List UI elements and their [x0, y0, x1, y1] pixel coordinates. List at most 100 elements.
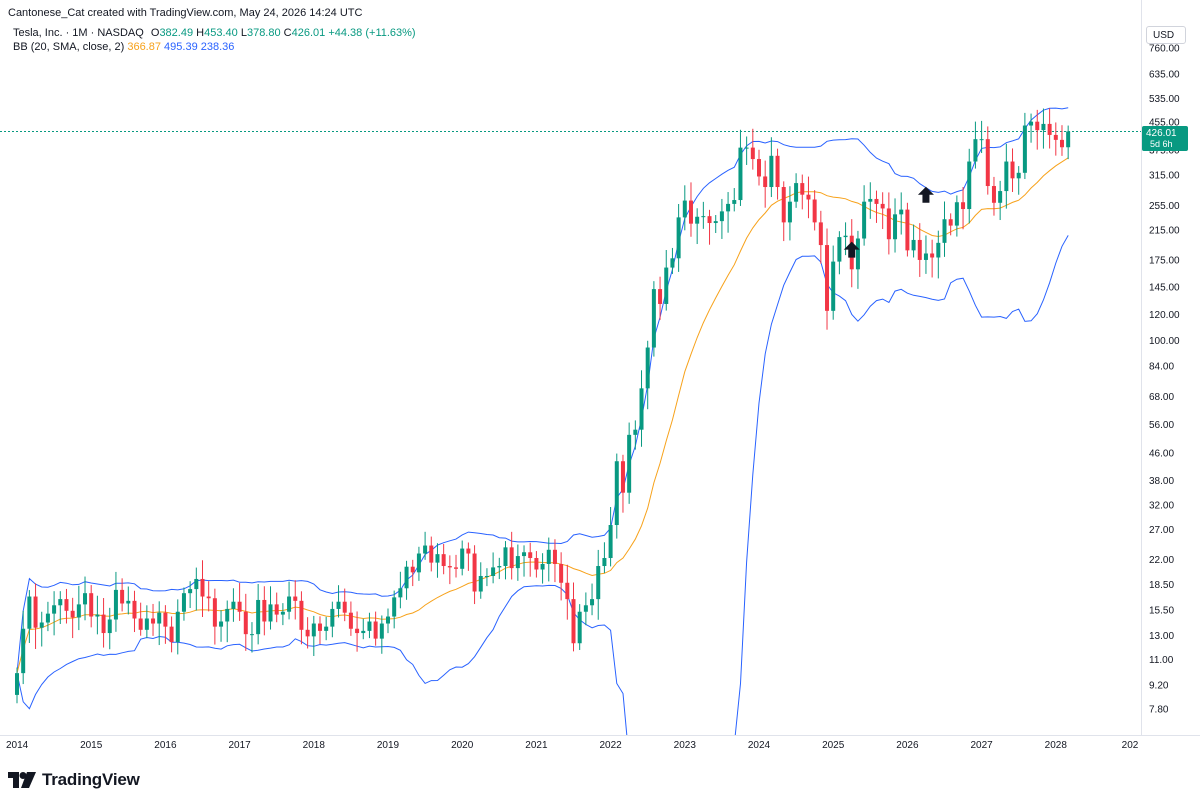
candle	[355, 611, 360, 652]
candle	[1004, 143, 1009, 209]
candle	[497, 557, 502, 580]
candle	[231, 588, 236, 622]
candle-body	[923, 253, 928, 260]
y-tick-label: 22.00	[1149, 555, 1174, 566]
candle	[899, 192, 904, 235]
candle	[509, 531, 514, 580]
candle-body	[491, 567, 496, 576]
candle	[206, 581, 211, 612]
tradingview-logo[interactable]: TradingView	[8, 769, 140, 791]
high-label: H	[196, 27, 205, 39]
candle-body	[979, 139, 984, 141]
candle-body	[169, 626, 174, 643]
candle-body	[293, 596, 298, 601]
candle	[552, 539, 557, 583]
candle	[1066, 125, 1071, 160]
candle	[107, 607, 112, 650]
candle-body	[713, 221, 718, 224]
candle	[460, 540, 465, 576]
candle-body	[973, 139, 978, 162]
candle	[175, 599, 180, 655]
candle	[219, 610, 224, 642]
candle-body	[52, 605, 57, 614]
x-tick-label: 2025	[822, 740, 845, 751]
candle-body	[651, 289, 656, 348]
candle-body	[410, 566, 415, 573]
candle	[398, 571, 403, 609]
candle	[33, 583, 38, 649]
candle	[324, 616, 329, 641]
candle-body	[299, 600, 304, 630]
candle-body	[1053, 134, 1058, 140]
close-label: C	[283, 27, 292, 39]
candle	[732, 188, 737, 212]
candle-body	[268, 604, 273, 622]
candle	[410, 559, 415, 587]
candle	[713, 215, 718, 233]
candle-body	[880, 203, 885, 209]
candle-body	[157, 612, 162, 624]
candle-body	[812, 199, 817, 223]
candle	[775, 148, 780, 200]
candle-body	[126, 600, 131, 604]
candle	[21, 610, 26, 685]
candle-body	[831, 261, 836, 311]
candle	[416, 546, 421, 581]
candle-body	[750, 147, 755, 160]
candle	[299, 591, 304, 645]
candle-body	[113, 589, 118, 620]
symbol-name[interactable]: Tesla, Inc. · 1M · NASDAQ	[13, 27, 144, 39]
y-tick-label: 27.00	[1149, 525, 1174, 536]
candle	[744, 136, 749, 165]
candle	[163, 605, 168, 644]
candle-body	[522, 552, 527, 557]
candle-body	[534, 558, 539, 570]
candle-body	[274, 604, 279, 615]
candle	[126, 586, 131, 615]
candle-body	[101, 614, 106, 634]
candle-body	[627, 434, 632, 493]
currency-button[interactable]: USD	[1146, 26, 1186, 44]
candle-body	[658, 289, 663, 304]
candle-body	[905, 209, 910, 251]
candle	[89, 585, 94, 628]
candle-body	[862, 201, 867, 239]
x-tick-label: 2014	[6, 740, 29, 751]
candle-body	[738, 147, 743, 201]
tradingview-logo-icon	[8, 772, 36, 788]
candle-body	[423, 545, 428, 554]
candle-body	[175, 611, 180, 643]
candle-body	[719, 211, 724, 222]
candle	[893, 198, 898, 253]
arrow-up-icon	[917, 186, 934, 203]
chart-credit: Cantonese_Cat created with TradingView.c…	[8, 7, 363, 19]
candle-body	[757, 159, 761, 177]
last-price-tag-bg	[1142, 126, 1188, 151]
candle	[905, 202, 910, 257]
candle	[237, 583, 242, 621]
candle-body	[379, 623, 384, 639]
x-tick-label: 2015	[80, 740, 103, 751]
indicator-name[interactable]: BB (20, SMA, close, 2)	[13, 41, 125, 53]
candle-body	[206, 596, 211, 599]
candle	[454, 554, 459, 578]
candle	[707, 209, 712, 245]
candle-body	[1016, 172, 1021, 179]
candle	[818, 210, 823, 264]
y-tick-label: 145.00	[1149, 283, 1180, 294]
candle	[930, 239, 935, 278]
candle-body	[732, 200, 737, 204]
candle	[948, 213, 953, 236]
candle	[781, 181, 786, 242]
time-axis[interactable]: 2014 2015 2016 2017 2018 2019 2020 2021 2022 2023…	[6, 740, 1139, 751]
candle	[392, 590, 397, 629]
x-tick-label: 2026	[896, 740, 919, 751]
price-axis[interactable]: 7.80 9.20 11.00 13.00 15.50 18.50 22.00 27.00 32…	[1149, 43, 1180, 715]
candle-body	[58, 599, 63, 606]
candle	[423, 531, 428, 560]
candle	[676, 203, 681, 272]
candle	[70, 597, 75, 639]
last-price-tag: 426.01 5d 6h	[1142, 126, 1188, 151]
candle	[1035, 109, 1040, 150]
candle-body	[249, 634, 254, 636]
